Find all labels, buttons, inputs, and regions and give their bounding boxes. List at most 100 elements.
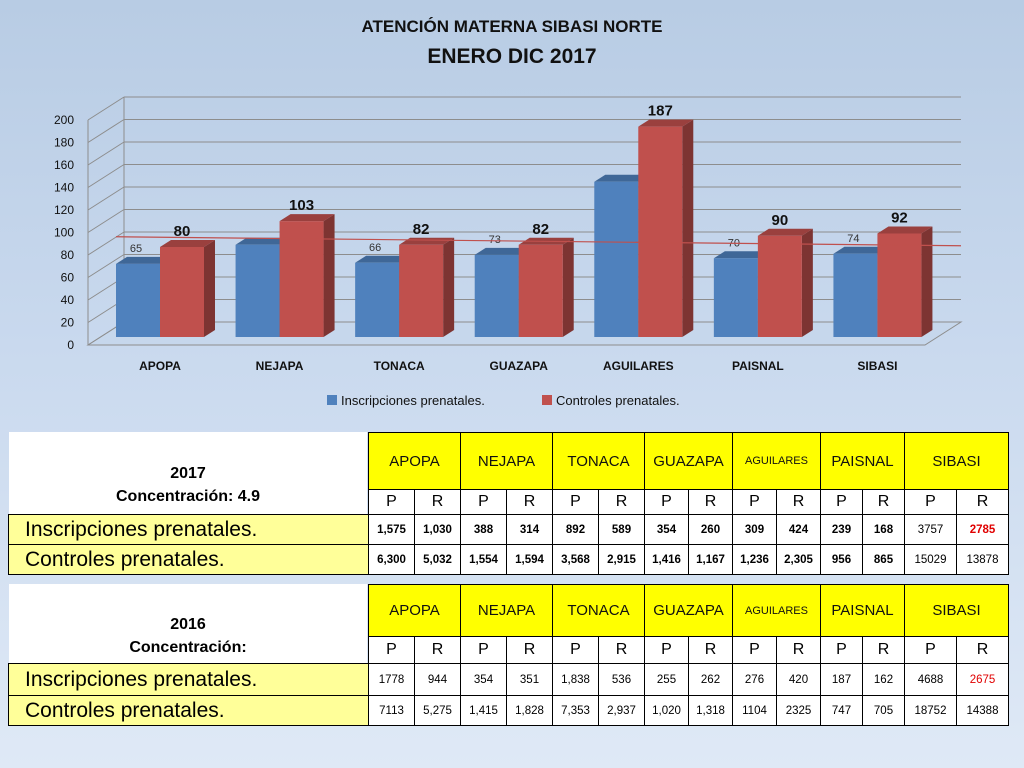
data-label: 65 (130, 243, 142, 255)
col-header: NEJAPA (460, 432, 553, 490)
gridline-side (87, 231, 125, 256)
y-tick-label: 140 (54, 181, 74, 195)
table-cell: 3,568 (552, 544, 599, 575)
data-label: 82 (532, 221, 549, 238)
table-cell: 705 (862, 695, 905, 726)
table-cell: 1,828 (506, 695, 553, 726)
sub-header: P (820, 636, 863, 664)
table-cell: 424 (776, 514, 821, 545)
table-cell: 892 (552, 514, 599, 545)
col-header: AGUILARES (732, 432, 821, 490)
bar (235, 244, 280, 337)
y-tick-label: 20 (61, 316, 75, 330)
gridline-side (87, 209, 125, 233)
x-tick-label: TONACA (374, 359, 425, 373)
col-header: APOPA (368, 584, 461, 637)
bar-side (682, 119, 694, 337)
table-2016: APOPA NEJAPA TONACA GUAZAPA AGUILARES PA… (8, 584, 1009, 726)
x-tick-label: NEJAPA (256, 359, 304, 373)
sub-header: P (460, 489, 507, 515)
col-header: PAISNAL (820, 584, 905, 637)
sub-header: R (862, 636, 905, 664)
y-tick-label: 160 (54, 158, 74, 172)
table-cell-highlight: 2675 (956, 663, 1009, 696)
table-2017-caption-box: 2017 Concentración: 4.9 (9, 432, 367, 514)
chart-legend: Inscripciones prenatales. Controles prena… (327, 393, 680, 408)
sub-header: P (820, 489, 863, 515)
table-2016-concentration: Concentración: (129, 639, 247, 656)
table-cell: 1,318 (688, 695, 733, 726)
table-cell: 162 (862, 663, 905, 696)
legend-label: Inscripciones prenatales. (341, 393, 485, 408)
table-cell: 2,937 (598, 695, 645, 726)
legend-swatch (542, 395, 552, 405)
table-cell: 15029 (904, 544, 957, 575)
table-cell: 14388 (956, 695, 1009, 726)
sub-header: R (956, 489, 1009, 515)
chart-subtitle: ENERO DIC 2017 (427, 45, 596, 68)
table-cell: 944 (414, 663, 461, 696)
table-cell: 388 (460, 514, 507, 545)
table-cell: 1,575 (368, 514, 415, 545)
col-header: PAISNAL (820, 432, 905, 490)
table-cell: 4688 (904, 663, 957, 696)
sub-header: R (956, 636, 1009, 664)
col-header: TONACA (552, 584, 645, 637)
sub-header: P (552, 489, 599, 515)
table-cell: 2325 (776, 695, 821, 726)
sub-header: R (598, 489, 645, 515)
table-cell: 7113 (368, 695, 415, 726)
table-cell: 351 (506, 663, 553, 696)
sub-header: P (904, 636, 957, 664)
table-cell: 255 (644, 663, 689, 696)
table-cell-highlight: 2785 (956, 514, 1009, 545)
sub-header: R (506, 489, 553, 515)
sub-header: P (732, 489, 777, 515)
y-tick-label: 0 (67, 338, 74, 352)
sub-header: R (688, 489, 733, 515)
sub-header: P (644, 636, 689, 664)
bar-top (638, 119, 694, 127)
sub-header: R (776, 636, 821, 664)
bar (279, 221, 324, 337)
sub-header: P (552, 636, 599, 664)
x-tick-label: GUAZAPA (489, 359, 548, 373)
table-2017-concentration: Concentración: 4.9 (115, 488, 261, 505)
bar-side (562, 237, 574, 337)
table-2017-year: 2017 (170, 465, 206, 482)
bar-side (323, 214, 335, 337)
col-header: AGUILARES (732, 584, 821, 637)
x-tick-label: SIBASI (857, 359, 897, 373)
table-cell: 2,305 (776, 544, 821, 575)
sub-header: P (904, 489, 957, 515)
y-tick-label: 180 (54, 136, 74, 150)
data-label: 103 (289, 197, 314, 214)
gridline-side (87, 164, 125, 188)
bar-top (160, 240, 215, 247)
y-tick-label: 100 (54, 226, 74, 240)
table-cell: 7,353 (552, 695, 599, 726)
row-label: Controles prenatales. (8, 544, 369, 575)
sub-header: R (862, 489, 905, 515)
row-label: Inscripciones prenatales. (8, 514, 369, 545)
table-cell: 354 (460, 663, 507, 696)
bar (160, 247, 204, 337)
x-tick-label: AGUILARES (603, 359, 674, 373)
table-cell: 239 (820, 514, 863, 545)
sub-header: R (598, 636, 645, 664)
table-cell: 1,167 (688, 544, 733, 575)
col-header: TONACA (552, 432, 645, 490)
bar-chart: ATENCIÓN MATERNA SIBASI NORTE ENERO DIC … (54, 17, 963, 408)
col-header: NEJAPA (460, 584, 553, 637)
col-header: SIBASI (904, 584, 1009, 637)
gridline-side (87, 141, 125, 166)
sub-header: P (644, 489, 689, 515)
table-cell: 1,554 (460, 544, 507, 575)
bar (399, 244, 444, 337)
y-tick-label: 60 (61, 271, 75, 285)
bar-top (355, 255, 411, 263)
legend-label: Controles prenatales. (556, 393, 680, 408)
gridline-side (87, 96, 125, 121)
bar (518, 244, 563, 337)
table-cell: 354 (644, 514, 689, 545)
